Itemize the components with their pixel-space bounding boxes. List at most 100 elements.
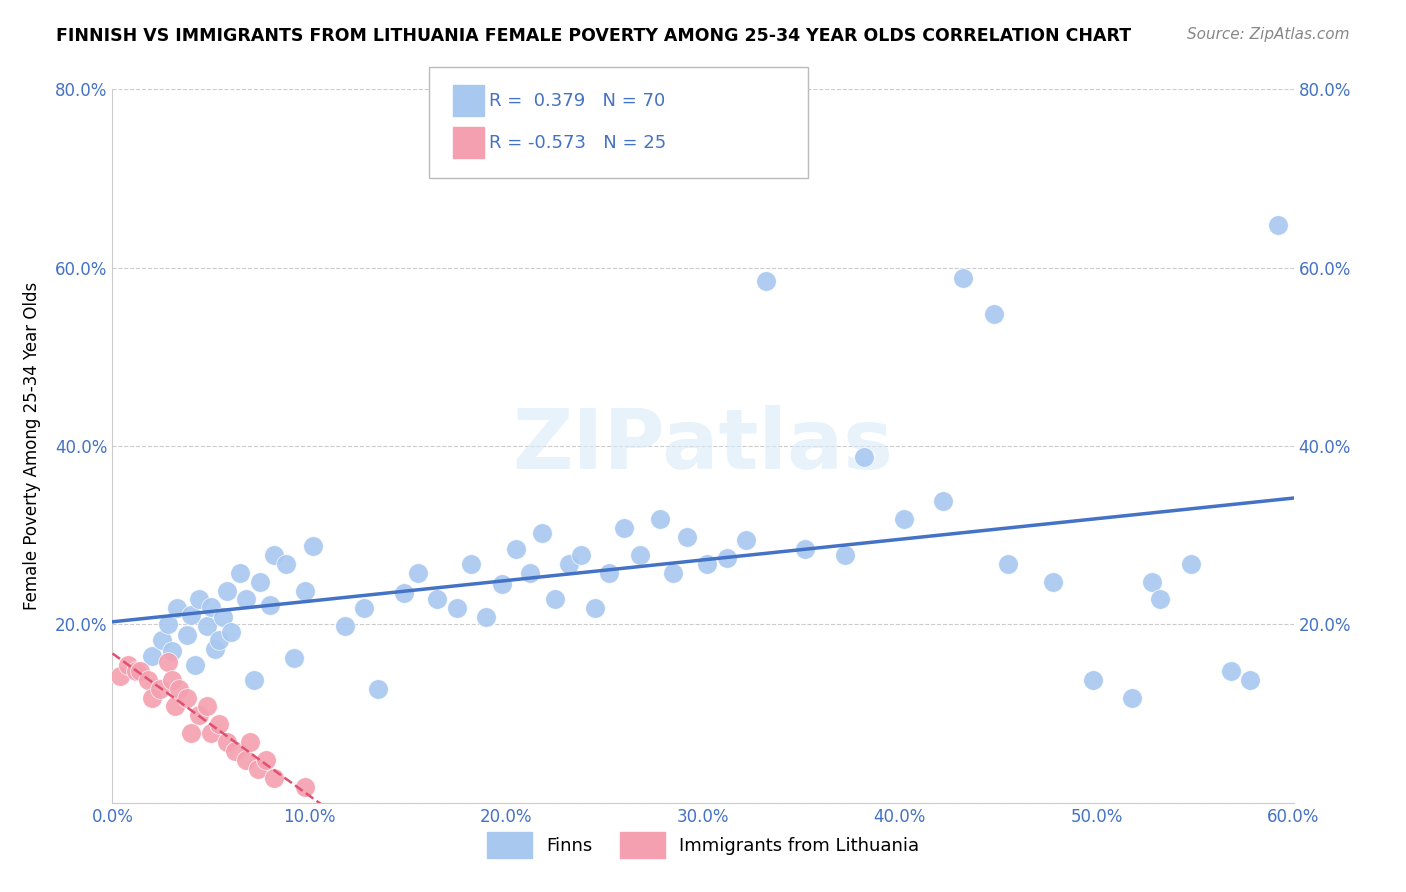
Point bbox=[188, 592, 211, 607]
Point bbox=[1267, 218, 1289, 232]
Point bbox=[243, 673, 266, 687]
Point bbox=[794, 541, 817, 556]
Point bbox=[166, 601, 188, 615]
Point bbox=[254, 753, 277, 767]
Point bbox=[169, 681, 191, 696]
Point bbox=[530, 526, 553, 541]
Point bbox=[426, 592, 449, 607]
Point bbox=[302, 539, 325, 553]
Point bbox=[460, 557, 482, 571]
Point bbox=[353, 601, 375, 615]
Point bbox=[367, 681, 389, 696]
Point bbox=[160, 673, 183, 687]
Point bbox=[195, 699, 218, 714]
Point bbox=[259, 598, 281, 612]
Point bbox=[613, 521, 636, 535]
Point bbox=[598, 566, 620, 580]
Point bbox=[156, 617, 179, 632]
Point bbox=[952, 271, 974, 285]
Point bbox=[263, 771, 285, 785]
Point bbox=[1239, 673, 1261, 687]
Point bbox=[735, 533, 758, 547]
Point bbox=[219, 624, 242, 639]
Point bbox=[249, 574, 271, 589]
Point bbox=[1180, 557, 1202, 571]
Point bbox=[215, 735, 238, 749]
Point bbox=[932, 494, 955, 508]
Point bbox=[235, 753, 257, 767]
Point bbox=[1149, 592, 1171, 607]
Point bbox=[893, 512, 915, 526]
Point bbox=[215, 583, 238, 598]
Point bbox=[184, 657, 207, 672]
Point bbox=[180, 608, 202, 623]
Point bbox=[136, 673, 159, 687]
Point bbox=[569, 548, 592, 562]
Text: ZIPatlas: ZIPatlas bbox=[513, 406, 893, 486]
Point bbox=[110, 669, 132, 683]
Point bbox=[176, 628, 198, 642]
Point bbox=[1042, 574, 1064, 589]
Point bbox=[160, 644, 183, 658]
Point bbox=[235, 592, 257, 607]
Point bbox=[176, 690, 198, 705]
Point bbox=[1081, 673, 1104, 687]
Point bbox=[247, 762, 270, 776]
Point bbox=[406, 566, 429, 580]
Point bbox=[195, 619, 218, 633]
Point bbox=[716, 550, 738, 565]
Point bbox=[475, 610, 498, 624]
Point bbox=[200, 726, 222, 740]
Point bbox=[834, 548, 856, 562]
Point bbox=[239, 735, 262, 749]
Point bbox=[519, 566, 541, 580]
Point bbox=[150, 633, 173, 648]
Point bbox=[491, 577, 513, 591]
Y-axis label: Female Poverty Among 25-34 Year Olds: Female Poverty Among 25-34 Year Olds bbox=[24, 282, 41, 610]
Text: Source: ZipAtlas.com: Source: ZipAtlas.com bbox=[1187, 27, 1350, 42]
Point bbox=[274, 557, 297, 571]
Point bbox=[755, 274, 778, 288]
Point bbox=[117, 657, 139, 672]
Point bbox=[125, 664, 148, 678]
Point bbox=[392, 586, 415, 600]
Point bbox=[1140, 574, 1163, 589]
Point bbox=[263, 548, 285, 562]
Point bbox=[583, 601, 606, 615]
Text: R = -0.573   N = 25: R = -0.573 N = 25 bbox=[489, 134, 666, 152]
Point bbox=[983, 307, 1005, 321]
Point bbox=[229, 566, 252, 580]
Point bbox=[180, 726, 202, 740]
Point bbox=[200, 599, 222, 614]
Point bbox=[283, 651, 305, 665]
Point bbox=[129, 664, 152, 678]
Point bbox=[141, 648, 163, 663]
Point bbox=[997, 557, 1019, 571]
Point bbox=[648, 512, 671, 526]
Point bbox=[662, 566, 685, 580]
Point bbox=[224, 744, 246, 758]
Point bbox=[208, 633, 231, 648]
Point bbox=[211, 610, 233, 624]
Point bbox=[294, 780, 316, 794]
Point bbox=[558, 557, 581, 571]
Point bbox=[333, 619, 356, 633]
Point bbox=[208, 717, 231, 731]
Point bbox=[544, 592, 567, 607]
Text: FINNISH VS IMMIGRANTS FROM LITHUANIA FEMALE POVERTY AMONG 25-34 YEAR OLDS CORREL: FINNISH VS IMMIGRANTS FROM LITHUANIA FEM… bbox=[56, 27, 1132, 45]
Point bbox=[696, 557, 718, 571]
Point bbox=[505, 541, 527, 556]
Text: R =  0.379   N = 70: R = 0.379 N = 70 bbox=[489, 92, 665, 110]
Point bbox=[446, 601, 468, 615]
Point bbox=[188, 708, 211, 723]
Point bbox=[149, 681, 172, 696]
Point bbox=[156, 655, 179, 669]
Point bbox=[141, 690, 163, 705]
Legend: Finns, Immigrants from Lithuania: Finns, Immigrants from Lithuania bbox=[479, 825, 927, 865]
Point bbox=[1219, 664, 1241, 678]
Point bbox=[853, 450, 876, 464]
Point bbox=[676, 530, 699, 544]
Point bbox=[165, 699, 187, 714]
Point bbox=[294, 583, 316, 598]
Point bbox=[204, 642, 226, 657]
